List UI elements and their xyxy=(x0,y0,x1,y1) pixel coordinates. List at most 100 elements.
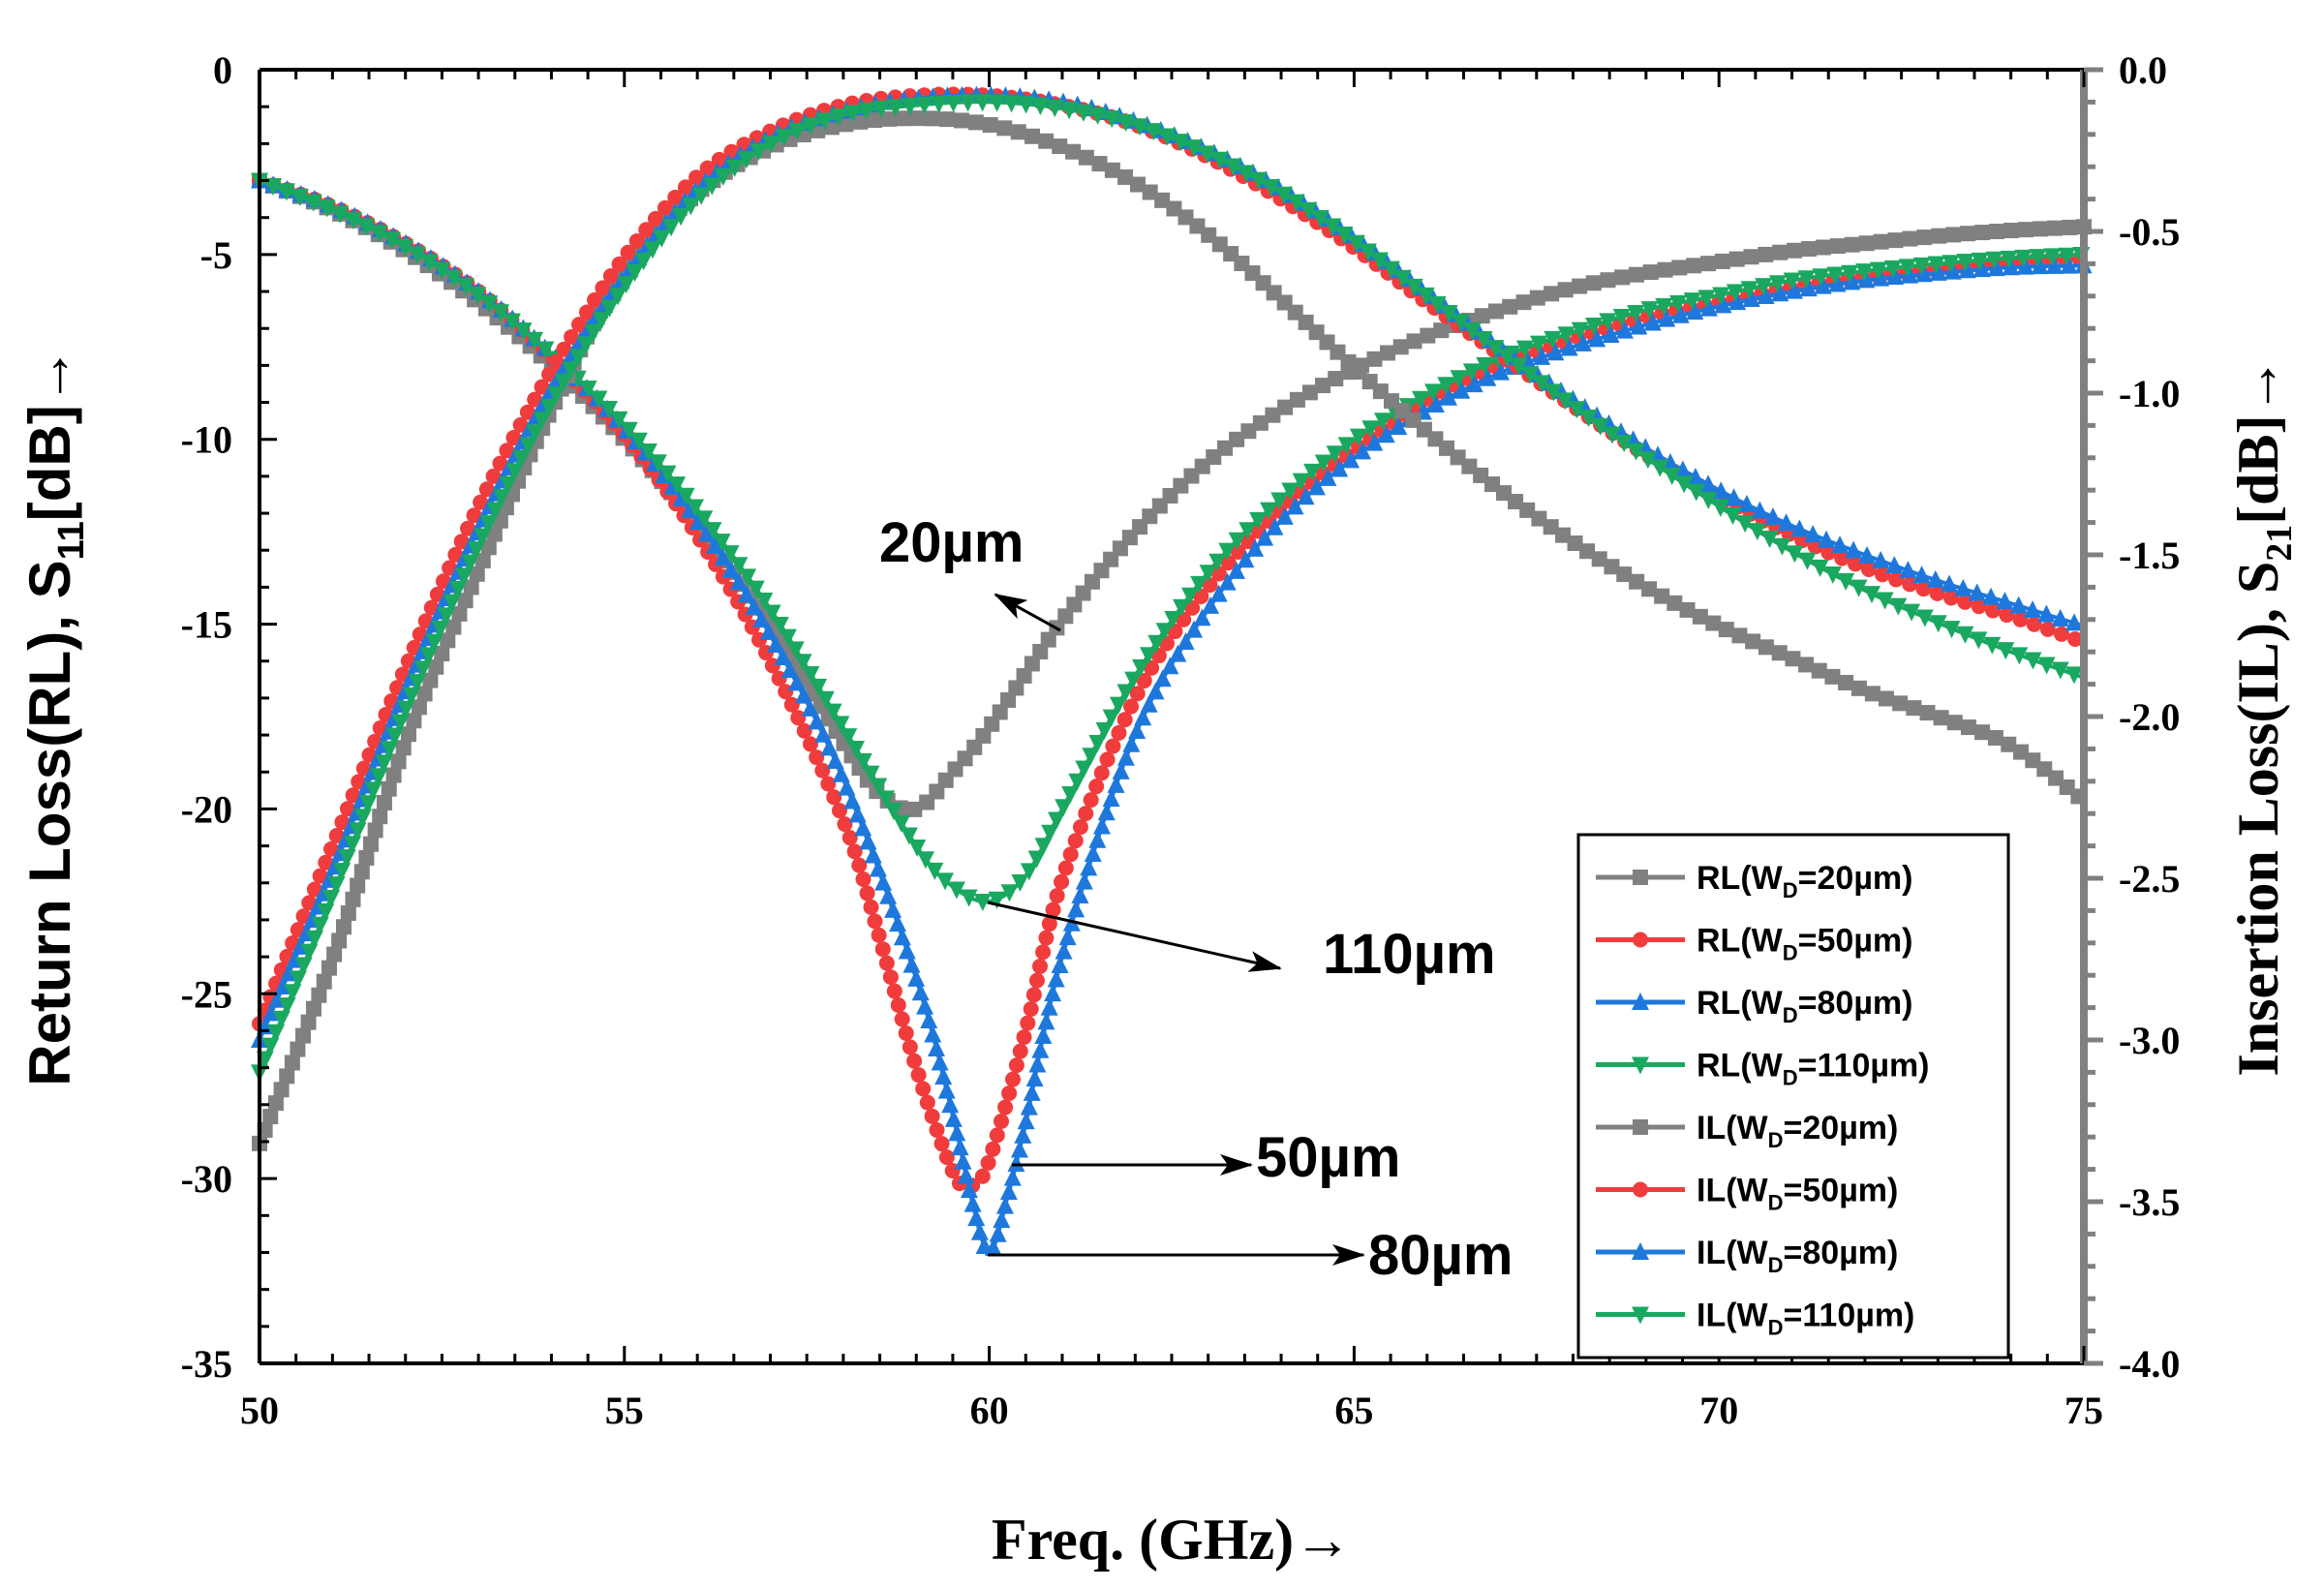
series-marker xyxy=(328,828,345,844)
series-marker xyxy=(1557,282,1574,298)
series-marker xyxy=(1328,371,1344,387)
series-marker xyxy=(331,932,348,949)
series-marker xyxy=(480,295,499,314)
series-marker xyxy=(831,803,847,819)
series-marker xyxy=(855,871,872,887)
series-marker xyxy=(816,690,835,709)
series-marker xyxy=(730,557,749,575)
series-marker xyxy=(447,546,464,563)
series-marker xyxy=(2001,736,2017,752)
series-marker xyxy=(272,1010,290,1028)
series-marker xyxy=(385,767,402,783)
series-marker xyxy=(1155,623,1174,641)
legend-label: IL(WD=80µm) xyxy=(1697,1235,1898,1277)
series-marker xyxy=(318,199,336,218)
series-marker xyxy=(1476,356,1494,375)
series-marker xyxy=(474,528,492,546)
legend-label: IL(WD=50µm) xyxy=(1697,1173,1898,1215)
x-tick-label: 50 xyxy=(240,1389,279,1432)
series-marker xyxy=(1627,443,1645,461)
series-marker xyxy=(872,100,890,118)
series-marker xyxy=(1167,624,1183,640)
series-marker xyxy=(863,899,879,915)
series-marker xyxy=(926,862,944,880)
series-marker xyxy=(1655,297,1673,316)
series-marker xyxy=(1850,579,1868,597)
series-marker xyxy=(826,751,844,770)
series-marker xyxy=(1699,474,1718,493)
legend-label-part: =50µm) xyxy=(1784,1173,1899,1209)
series-marker xyxy=(677,487,695,505)
series-marker xyxy=(338,849,356,868)
series-marker xyxy=(534,379,550,395)
series-marker xyxy=(1229,431,1245,447)
series-marker xyxy=(1926,569,1944,588)
y-left-tick-label: -30 xyxy=(181,1157,232,1201)
series-marker xyxy=(1546,343,1565,361)
series-marker xyxy=(1052,138,1068,155)
series-marker xyxy=(375,754,393,773)
series-marker xyxy=(1274,186,1293,204)
series-marker xyxy=(1612,309,1631,327)
series-marker xyxy=(1568,401,1586,419)
series-marker xyxy=(364,781,382,800)
series-marker xyxy=(1463,322,1482,341)
series-marker xyxy=(1044,984,1062,1002)
series-marker xyxy=(1831,535,1850,554)
series-marker xyxy=(512,416,529,433)
series-marker xyxy=(643,241,661,260)
series-marker xyxy=(778,684,794,700)
series-marker xyxy=(519,404,535,420)
series-marker xyxy=(1971,252,1989,270)
series-marker xyxy=(1335,227,1354,245)
series-marker xyxy=(2046,220,2063,236)
series-marker xyxy=(1452,314,1470,332)
series-marker xyxy=(847,741,866,759)
series-marker xyxy=(284,984,302,1002)
series-marker xyxy=(340,905,356,922)
series-marker xyxy=(1915,609,1934,627)
series-marker xyxy=(775,129,793,147)
legend-label: RL(WD=110µm) xyxy=(1697,1048,1930,1090)
series-marker xyxy=(261,1037,280,1055)
series-marker xyxy=(437,607,455,626)
series-marker xyxy=(954,112,970,129)
series-marker xyxy=(1533,347,1551,365)
series-marker xyxy=(1957,594,1973,610)
series-marker xyxy=(579,381,597,399)
series-marker xyxy=(1667,595,1683,611)
series-marker xyxy=(1238,522,1257,540)
series-marker xyxy=(1433,322,1450,339)
series-marker xyxy=(1116,684,1135,702)
series-marker xyxy=(1392,339,1409,355)
series-marker xyxy=(886,983,902,999)
series-marker xyxy=(988,94,1006,112)
series-marker xyxy=(1001,1085,1018,1102)
series-marker xyxy=(1533,375,1551,393)
series-marker xyxy=(1324,218,1342,236)
series-marker xyxy=(1651,459,1669,477)
series-marker xyxy=(930,95,948,113)
series-marker xyxy=(1068,773,1086,791)
series-marker xyxy=(790,710,807,726)
series-marker xyxy=(554,374,572,392)
x-ticks: 50 55 60 65 70 75 xyxy=(240,70,2103,1432)
series-marker xyxy=(2033,221,2049,237)
series-marker xyxy=(353,809,372,827)
series-marker xyxy=(2060,256,2078,274)
series-marker xyxy=(1773,537,1791,556)
series-marker xyxy=(455,567,474,586)
series-marker xyxy=(1771,645,1788,661)
series-marker xyxy=(1300,201,1318,220)
series-marker xyxy=(1942,255,1960,273)
series-marker xyxy=(1034,1026,1053,1045)
series-marker xyxy=(420,254,439,272)
series-marker xyxy=(1941,574,1959,593)
series-marker xyxy=(525,331,543,350)
series-marker xyxy=(2012,611,2029,627)
series-marker xyxy=(1041,916,1057,932)
series-marker xyxy=(562,361,580,380)
legend-label-sub: D xyxy=(1783,1003,1798,1027)
series-marker xyxy=(837,816,853,833)
series-marker xyxy=(1140,694,1158,713)
